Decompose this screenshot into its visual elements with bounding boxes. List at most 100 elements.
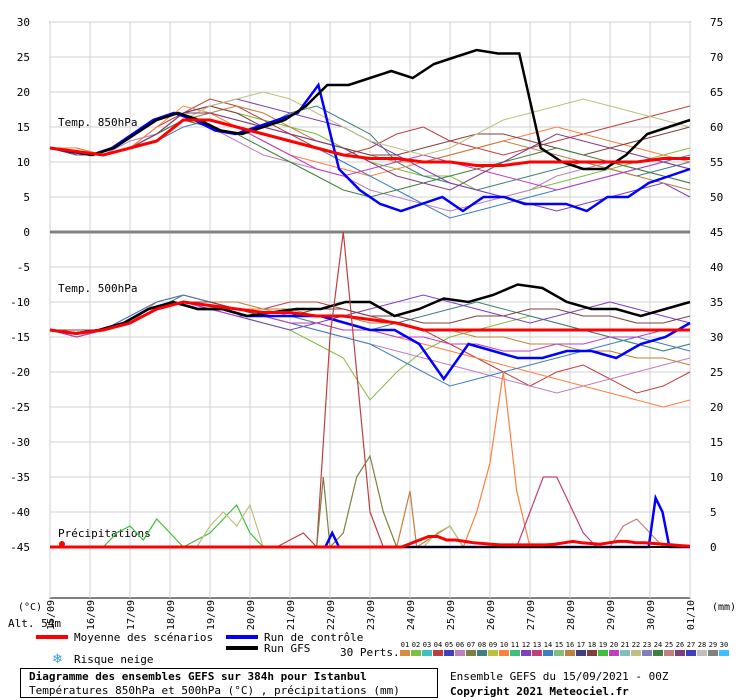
- right-tick-label: 40: [710, 261, 723, 274]
- pert-color-swatch: [642, 650, 652, 656]
- x-tick-label: 15/09: [46, 600, 57, 630]
- pert-color-swatch: [499, 650, 509, 656]
- pert-color-swatch: [565, 650, 575, 656]
- chart-subtitle: Températures 850hPa et 500hPa (°C) , pré…: [29, 684, 400, 697]
- pert-color-swatch: [587, 650, 597, 656]
- left-tick-label: 5: [23, 191, 30, 204]
- x-tick-label: 23/09: [366, 600, 377, 630]
- precip-mean-line: [50, 535, 691, 549]
- x-tick-label: 24/09: [406, 600, 417, 630]
- x-tick-label: 29/09: [606, 600, 617, 630]
- pert-color-swatch: [554, 650, 564, 656]
- chart-title: Diagramme des ensembles GEFS sur 384h po…: [29, 670, 367, 683]
- x-tick-label: 22/09: [326, 600, 337, 630]
- alt-label: Alt. 54m: [8, 617, 61, 630]
- pert-id-label: 30: [720, 641, 728, 649]
- pert-id-label: 19: [599, 641, 607, 649]
- left-tick-label: -20: [10, 366, 30, 379]
- title-box: Diagramme des ensembles GEFS sur 384h po…: [20, 668, 438, 698]
- pert-id-label: 08: [478, 641, 486, 649]
- x-tick-label: 25/09: [446, 600, 457, 630]
- pert-id-label: 24: [654, 641, 662, 649]
- pert-color-swatch: [466, 650, 476, 656]
- legend-mean-label: Moyenne des scénarios: [74, 631, 213, 644]
- x-tick-label: 18/09: [166, 600, 177, 630]
- pert-id-label: 09: [489, 641, 497, 649]
- snow-icon: ❄: [52, 652, 63, 667]
- legend-gfs-label: Run GFS: [264, 642, 310, 655]
- left-tick-label: -5: [17, 261, 30, 274]
- precip-member-line: [316, 454, 398, 549]
- pert-color-swatch: [510, 650, 520, 656]
- pert-id-label: 11: [511, 641, 519, 649]
- panel-label-t850: Temp. 850hPa: [58, 116, 137, 129]
- right-tick-label: 10: [710, 471, 723, 484]
- left-tick-label: -15: [10, 331, 30, 344]
- precip-member-line: [462, 371, 531, 548]
- pert-color-swatch: [521, 650, 531, 656]
- pert-color-swatch: [543, 650, 553, 656]
- right-tick-label: 0: [710, 541, 717, 554]
- pert-color-swatch: [422, 650, 432, 656]
- pert-id-label: 28: [698, 641, 706, 649]
- pert-id-label: 06: [456, 641, 464, 649]
- pert-color-swatch: [477, 650, 487, 656]
- pert-color-swatch: [653, 650, 663, 656]
- t850-mean-line: [49, 118, 690, 167]
- precip-member-line: [276, 231, 384, 549]
- right-tick-label: 50: [710, 191, 723, 204]
- copyright: Copyright 2021 Meteociel.fr: [450, 685, 629, 698]
- pert-color-swatch: [488, 650, 498, 656]
- pert-id-label: 04: [434, 641, 442, 649]
- right-tick-label: 65: [710, 86, 723, 99]
- pert-color-swatch: [697, 650, 707, 656]
- left-tick-label: 30: [17, 16, 30, 29]
- left-tick-label: 10: [17, 156, 30, 169]
- pert-color-swatch: [686, 650, 696, 656]
- legend-control-label: Run de contrôle: [264, 631, 363, 644]
- pert-id-label: 10: [500, 641, 508, 649]
- precip-start-dot: [59, 541, 65, 547]
- left-tick-label: -40: [10, 506, 30, 519]
- pert-id-label: 01: [401, 641, 409, 649]
- pert-color-swatch: [609, 650, 619, 656]
- pert-color-swatch: [411, 650, 421, 656]
- t850-gfs-line: [49, 48, 691, 171]
- pert-id-label: 23: [643, 641, 651, 649]
- left-tick-label: -30: [10, 436, 30, 449]
- pert-color-swatch: [576, 650, 586, 656]
- legend-perts-label: 30 Perts.: [340, 646, 400, 659]
- pert-id-label: 12: [522, 641, 530, 649]
- pert-id-label: 26: [676, 641, 684, 649]
- precip-member-line: [609, 518, 664, 548]
- pert-color-swatch: [433, 650, 443, 656]
- t850-member-line: [49, 112, 691, 191]
- pert-color-swatch: [444, 650, 454, 656]
- precip-member-line: [516, 476, 598, 548]
- pert-color-swatch: [675, 650, 685, 656]
- pert-color-swatch: [631, 650, 641, 656]
- left-tick-label: -45: [10, 541, 30, 554]
- x-tick-label: 26/09: [486, 600, 497, 630]
- x-tick-label: 16/09: [86, 600, 97, 630]
- x-tick-label: 28/09: [566, 600, 577, 630]
- left-tick-label: 25: [17, 51, 30, 64]
- pert-id-label: 05: [445, 641, 453, 649]
- pert-id-label: 22: [632, 641, 640, 649]
- pert-id-label: 17: [577, 641, 585, 649]
- right-tick-label: 15: [710, 436, 723, 449]
- right-tick-label: 35: [710, 296, 723, 309]
- pert-color-swatch: [598, 650, 608, 656]
- pert-id-label: 15: [555, 641, 563, 649]
- x-tick-label: 27/09: [526, 600, 537, 630]
- pert-color-swatch: [664, 650, 674, 656]
- x-tick-label: 30/09: [646, 600, 657, 630]
- pert-id-label: 03: [423, 641, 431, 649]
- right-tick-label: 20: [710, 401, 723, 414]
- pert-id-label: 13: [533, 641, 541, 649]
- right-tick-label: 60: [710, 121, 723, 134]
- left-tick-label: 20: [17, 86, 30, 99]
- right-tick-label: 30: [710, 331, 723, 344]
- right-tick-label: 55: [710, 156, 723, 169]
